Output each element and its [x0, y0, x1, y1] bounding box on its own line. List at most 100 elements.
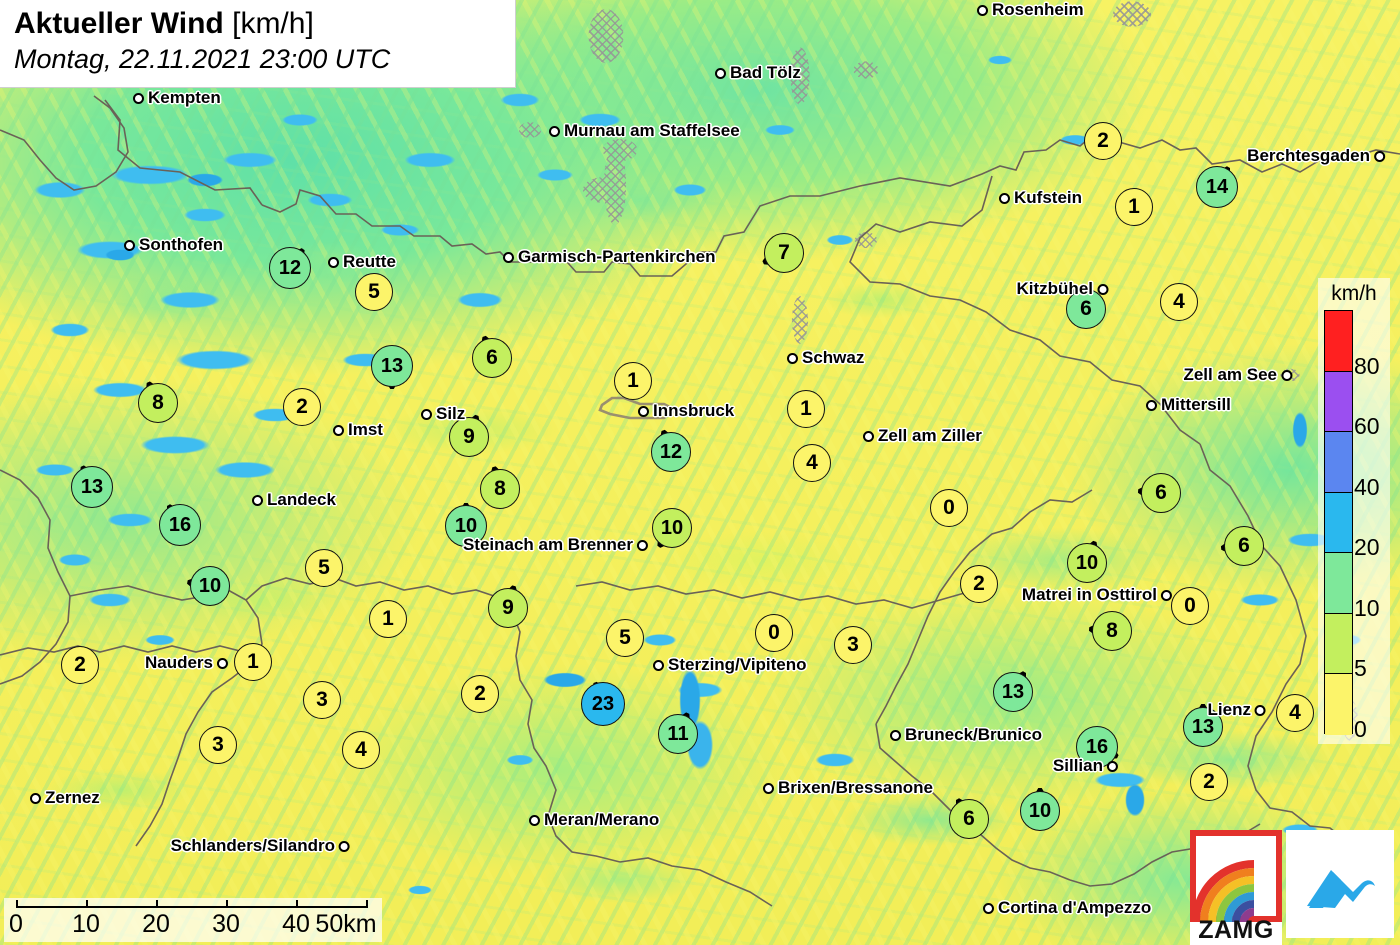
wind-station[interactable]: 4 [1255, 673, 1335, 753]
city-marker[interactable]: Innsbruck [638, 401, 734, 421]
wind-speed-badge[interactable]: 10 [652, 508, 692, 548]
wind-station[interactable]: 4 [1139, 262, 1219, 342]
wind-speed-badge[interactable]: 4 [1160, 283, 1198, 321]
wind-speed-badge[interactable]: 0 [755, 614, 793, 652]
city-marker[interactable]: Murnau am Staffelsee [549, 121, 740, 141]
zamg-logo[interactable]: ZAMG [1190, 830, 1282, 945]
wind-station[interactable]: 2 [440, 654, 520, 734]
wind-speed-badge[interactable]: 1 [1115, 188, 1153, 226]
wind-speed-badge[interactable]: 10 [1067, 543, 1107, 583]
wind-station[interactable]: 10 [632, 488, 712, 568]
city-marker[interactable]: Kitzbühel [1017, 279, 1108, 299]
wind-speed-badge[interactable]: 13 [993, 672, 1033, 712]
wind-station[interactable]: 13 [973, 652, 1053, 732]
wind-station[interactable]: 3 [282, 660, 362, 740]
wind-speed-badge[interactable]: 0 [930, 489, 968, 527]
city-marker[interactable]: Zernez [30, 788, 100, 808]
wind-speed-badge[interactable]: 4 [793, 444, 831, 482]
city-marker[interactable]: Garmisch-Partenkirchen [503, 247, 715, 267]
wind-speed-badge[interactable]: 1 [234, 643, 272, 681]
city-marker[interactable]: Mittersill [1146, 395, 1231, 415]
wind-station[interactable]: 7 [744, 213, 824, 293]
wind-speed-badge[interactable]: 6 [949, 799, 989, 839]
wind-speed-badge[interactable]: 14 [1196, 166, 1238, 208]
wind-station[interactable]: 1 [213, 622, 293, 702]
wind-station[interactable]: 1 [593, 341, 673, 421]
city-marker[interactable]: Zell am See [1183, 365, 1292, 385]
wind-speed-badge[interactable]: 12 [651, 432, 691, 472]
wind-speed-badge[interactable]: 5 [606, 619, 644, 657]
wind-speed-badge[interactable]: 6 [1066, 289, 1106, 329]
city-marker[interactable]: Schwaz [787, 348, 864, 368]
wind-speed-badge[interactable]: 3 [303, 681, 341, 719]
wind-station[interactable]: 5 [284, 528, 364, 608]
wind-speed-badge[interactable]: 7 [764, 233, 804, 273]
wind-speed-badge[interactable]: 10 [445, 505, 487, 547]
city-marker[interactable]: Brixen/Bressanone [763, 778, 933, 798]
wind-station[interactable]: 4 [321, 710, 401, 790]
city-marker[interactable]: Matrei in Osttirol [1022, 585, 1172, 605]
wind-speed-badge[interactable]: 12 [269, 247, 311, 289]
wind-speed-badge[interactable]: 1 [369, 600, 407, 638]
wind-speed-badge[interactable]: 3 [199, 726, 237, 764]
wind-speed-badge[interactable]: 1 [787, 390, 825, 428]
wind-station[interactable]: 5 [334, 252, 414, 332]
wind-speed-badge[interactable]: 6 [1224, 526, 1264, 566]
wind-speed-badge[interactable]: 2 [283, 388, 321, 426]
city-marker[interactable]: Meran/Merano [529, 810, 659, 830]
wind-station[interactable]: 10 [170, 546, 250, 626]
wind-station[interactable]: 6 [1121, 453, 1201, 533]
wind-speed-badge[interactable]: 10 [1020, 791, 1060, 831]
wind-station[interactable]: 13 [52, 447, 132, 527]
geosphere-logo[interactable] [1286, 830, 1394, 938]
wind-speed-badge[interactable]: 0 [1171, 587, 1209, 625]
wind-station[interactable]: 4 [772, 423, 852, 503]
wind-speed-badge[interactable]: 6 [1141, 473, 1181, 513]
city-marker[interactable]: Reutte [328, 252, 396, 272]
wind-station[interactable]: 6 [929, 779, 1009, 859]
wind-station[interactable]: 3 [178, 705, 258, 785]
city-marker[interactable]: Silz [421, 404, 465, 424]
wind-speed-badge[interactable]: 10 [190, 566, 230, 606]
wind-station[interactable]: 1 [348, 579, 428, 659]
wind-station[interactable]: 6 [452, 318, 532, 398]
wind-station[interactable]: 5 [585, 598, 665, 678]
wind-station[interactable]: 9 [429, 397, 509, 477]
wind-speed-badge[interactable]: 1 [614, 362, 652, 400]
wind-speed-badge[interactable]: 5 [355, 273, 393, 311]
wind-station[interactable]: 0 [909, 468, 989, 548]
wind-station[interactable]: 12 [250, 228, 330, 308]
wind-speed-badge[interactable]: 3 [834, 626, 872, 664]
city-marker[interactable]: Sonthofen [124, 235, 223, 255]
wind-speed-badge[interactable]: 16 [159, 504, 201, 546]
wind-speed-badge[interactable]: 5 [305, 549, 343, 587]
wind-station[interactable]: 10 [1000, 771, 1080, 851]
wind-speed-badge[interactable]: 2 [1190, 763, 1228, 801]
city-marker[interactable]: Bruneck/Brunico [890, 725, 1042, 745]
wind-speed-badge[interactable]: 13 [71, 466, 113, 508]
wind-speed-badge[interactable]: 2 [461, 675, 499, 713]
wind-station[interactable]: 1 [1094, 167, 1174, 247]
wind-station[interactable]: 2 [1169, 742, 1249, 822]
wind-station[interactable]: 0 [734, 593, 814, 673]
wind-speed-badge[interactable]: 9 [488, 588, 528, 628]
wind-station[interactable]: 3 [813, 605, 893, 685]
city-marker[interactable]: Berchtesgaden [1247, 146, 1385, 166]
wind-station[interactable]: 8 [460, 449, 540, 529]
wind-station[interactable]: 2 [40, 625, 120, 705]
city-marker[interactable]: Kufstein [999, 188, 1082, 208]
wind-station[interactable]: 23 [563, 664, 643, 744]
city-marker[interactable]: Schlanders/Silandro [171, 836, 350, 856]
wind-station[interactable]: 13 [352, 326, 432, 406]
wind-speed-badge[interactable]: 8 [480, 469, 520, 509]
wind-speed-badge[interactable]: 8 [138, 383, 178, 423]
city-marker[interactable]: Kempten [133, 88, 221, 108]
city-marker[interactable]: Sillian [1053, 756, 1118, 776]
wind-speed-badge[interactable]: 23 [581, 682, 625, 726]
wind-speed-badge[interactable]: 4 [342, 731, 380, 769]
wind-speed-badge[interactable]: 2 [960, 565, 998, 603]
city-marker[interactable]: Bad Tölz [715, 63, 801, 83]
wind-station[interactable]: 11 [638, 694, 718, 774]
wind-speed-badge[interactable]: 4 [1276, 694, 1314, 732]
wind-station[interactable]: 0 [1150, 566, 1230, 646]
